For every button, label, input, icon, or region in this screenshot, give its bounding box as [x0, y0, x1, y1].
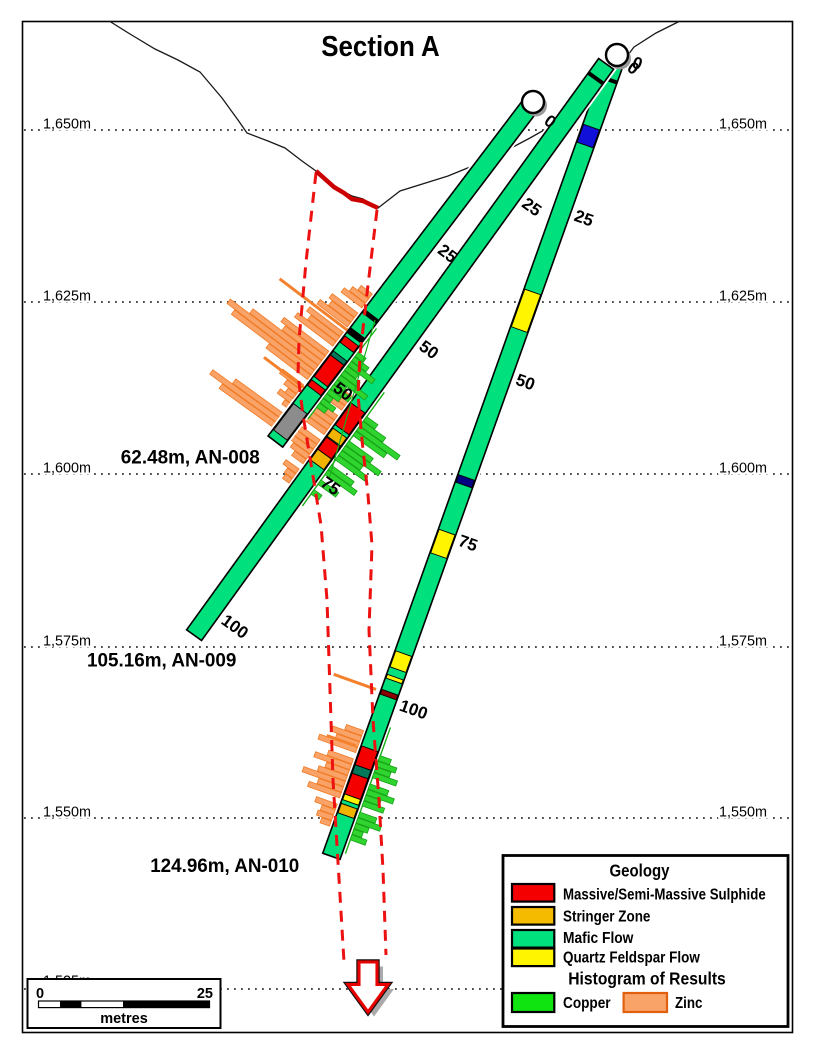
svg-text:Quartz Feldspar Flow: Quartz Feldspar Flow: [563, 950, 701, 967]
svg-text:1,550m: 1,550m: [719, 805, 767, 821]
svg-text:62.48m, AN-008: 62.48m, AN-008: [121, 447, 260, 469]
svg-text:Geology: Geology: [610, 861, 670, 881]
svg-text:1,575m: 1,575m: [43, 634, 91, 650]
svg-text:124.96m, AN-010: 124.96m, AN-010: [150, 855, 299, 877]
svg-text:Mafic Flow: Mafic Flow: [563, 930, 634, 947]
svg-text:1,600m: 1,600m: [43, 461, 91, 477]
svg-text:Zinc: Zinc: [675, 995, 703, 1012]
svg-text:1,575m: 1,575m: [719, 634, 767, 650]
svg-text:1,650m: 1,650m: [43, 117, 91, 133]
svg-text:Massive/Semi-Massive Sulphide: Massive/Semi-Massive Sulphide: [563, 887, 766, 904]
svg-text:1,625m: 1,625m: [43, 289, 91, 305]
svg-text:metres: metres: [100, 1011, 148, 1027]
svg-text:25: 25: [197, 986, 213, 1002]
svg-text:0: 0: [36, 986, 44, 1002]
svg-text:1,550m: 1,550m: [43, 805, 91, 821]
svg-text:1,625m: 1,625m: [719, 289, 767, 305]
svg-text:Histogram of Results: Histogram of Results: [568, 969, 726, 989]
svg-text:1,600m: 1,600m: [719, 461, 767, 477]
svg-text:105.16m, AN-009: 105.16m, AN-009: [87, 650, 236, 672]
svg-text:Stringer Zone: Stringer Zone: [563, 909, 651, 926]
svg-text:Section A: Section A: [321, 31, 440, 63]
svg-text:Copper: Copper: [563, 995, 611, 1012]
svg-text:1,650m: 1,650m: [719, 117, 767, 133]
